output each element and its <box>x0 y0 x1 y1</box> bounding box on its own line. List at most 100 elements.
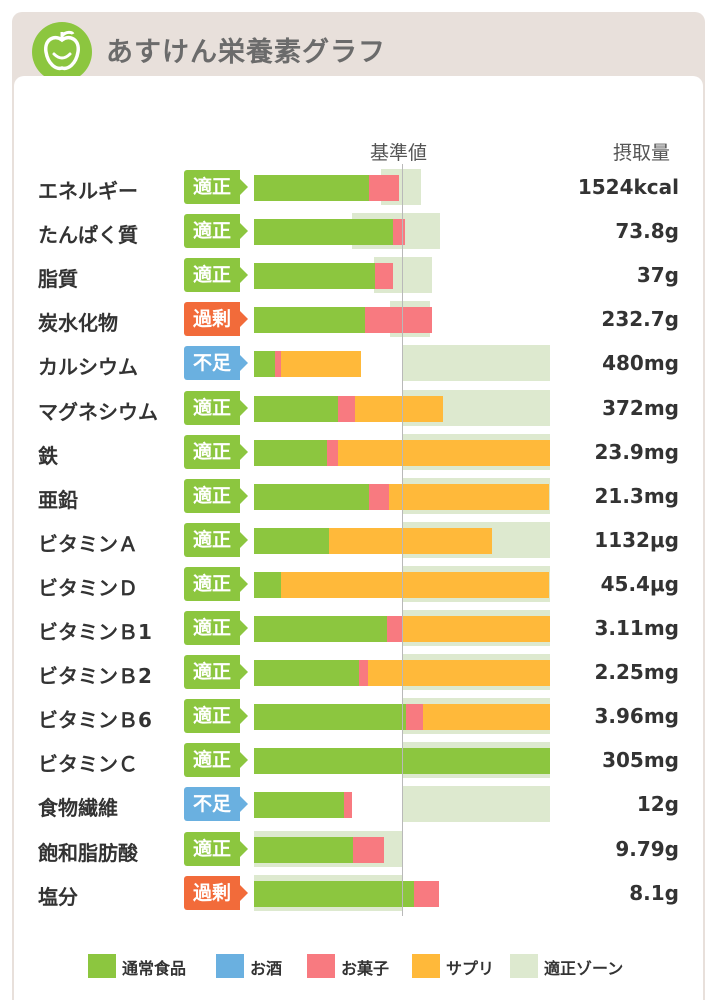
intake-value: 23.9mg <box>594 439 679 464</box>
status-badge: 不足 <box>184 787 248 822</box>
legend-label: お菓子 <box>341 959 390 978</box>
bar-snacks <box>326 439 339 466</box>
bar-supplement <box>367 660 550 687</box>
nutrient-row: 塩分 過剰 8.1g <box>0 874 717 914</box>
nutrient-label: ビタミンＡ <box>38 531 138 556</box>
bar-snacks <box>387 616 404 642</box>
app-title: あすけん栄養素グラフ <box>106 37 386 68</box>
status-badge: 過剰 <box>184 875 248 910</box>
status-badge: 適正 <box>184 831 248 866</box>
bar-food <box>254 660 360 687</box>
bar-supplement <box>388 483 549 510</box>
nutrient-label: ビタミンＢ2 <box>38 664 152 689</box>
legend-swatch <box>88 954 116 978</box>
legend-swatch <box>307 954 335 978</box>
nutrient-row: 鉄 適正 23.9mg <box>0 433 717 473</box>
nutrient-label: カルシウム <box>38 355 138 380</box>
status-badge: 適正 <box>184 478 248 513</box>
nutrient-label: 亜鉛 <box>38 487 78 512</box>
bar-snacks <box>365 307 432 334</box>
bar-food <box>254 351 275 378</box>
adequate-zone <box>402 345 550 382</box>
nutrient-label: マグネシウム <box>38 399 158 424</box>
status-badge: 適正 <box>184 258 248 293</box>
legend: 通常食品 お酒 お菓子 サプリ 適正ゾーン <box>0 952 717 982</box>
bar-food <box>254 395 339 422</box>
legend-label: 通常食品 <box>122 959 187 978</box>
nutrient-label: 鉄 <box>38 443 58 468</box>
nutrient-row: マグネシウム 適正 372mg <box>0 389 717 429</box>
bar-snacks <box>393 219 405 246</box>
bar-supplement <box>403 616 550 642</box>
nutrient-row: ビタミンＢ2 適正 2.25mg <box>0 653 717 693</box>
legend-label: 適正ゾーン <box>544 959 624 978</box>
bar-snacks <box>338 395 355 422</box>
bar-food <box>254 483 370 510</box>
nutrient-row: 炭水化物 過剰 232.7g <box>0 300 717 340</box>
bar-food <box>254 571 281 598</box>
nutrient-label: 脂質 <box>38 267 78 292</box>
status-badge: 適正 <box>184 170 248 204</box>
nutrient-row: ビタミンＢ1 適正 3.11mg <box>0 609 717 649</box>
nutrient-row: 脂質 適正 37g <box>0 256 717 296</box>
nutrient-row: たんぱく質 適正 73.8g <box>0 212 717 252</box>
nutrient-label: ビタミンＤ <box>38 575 138 600</box>
nutrient-row: ビタミンＡ 適正 1132μg <box>0 521 717 561</box>
legend-label: お酒 <box>250 959 283 978</box>
intake-value: 12g <box>636 792 679 817</box>
intake-value: 3.96mg <box>594 704 679 729</box>
status-badge: 適正 <box>184 434 248 469</box>
nutrient-row: 食物繊維 不足 12g <box>0 785 717 825</box>
bar-snacks <box>344 792 352 819</box>
status-badge: 不足 <box>184 346 248 381</box>
status-badge: 適正 <box>184 522 248 557</box>
bar-food <box>254 792 345 819</box>
bar-supplement <box>422 704 550 731</box>
intake-value: 37g <box>636 263 679 288</box>
bar-snacks <box>274 351 281 378</box>
status-badge: 適正 <box>184 743 248 778</box>
bar-snacks <box>375 263 394 290</box>
bar-supplement <box>354 395 444 422</box>
intake-value: 21.3mg <box>594 483 679 508</box>
bar-snacks <box>369 483 389 510</box>
nutrient-label: ビタミンＢ6 <box>38 708 152 733</box>
intake-value: 2.25mg <box>594 660 679 685</box>
status-badge: 適正 <box>184 214 248 249</box>
nutrient-row: ビタミンＢ6 適正 3.96mg <box>0 697 717 737</box>
legend-label: サプリ <box>446 959 495 978</box>
nutrient-label: ビタミンＣ <box>38 752 138 777</box>
intake-value: 305mg <box>602 748 679 773</box>
bar-snacks <box>413 880 439 907</box>
status-badge: 適正 <box>184 611 248 645</box>
nutrient-label: エネルギー <box>38 179 138 203</box>
bar-food <box>254 219 394 246</box>
bar-snacks <box>359 660 368 687</box>
nutrient-label: ビタミンＢ1 <box>38 620 152 644</box>
bar-food <box>254 175 370 201</box>
legend-swatch <box>412 954 440 978</box>
intake-value: 232.7g <box>601 307 679 332</box>
bar-food <box>254 307 365 334</box>
bar-food <box>254 704 407 731</box>
status-badge: 適正 <box>184 390 248 425</box>
intake-value: 73.8g <box>615 219 679 244</box>
bar-supplement <box>280 351 361 378</box>
nutrient-label: 食物繊維 <box>38 796 118 821</box>
intake-value: 1524kcal <box>577 175 679 199</box>
nutrient-row: ビタミンＣ 適正 305mg <box>0 741 717 781</box>
intake-value: 8.1g <box>629 880 679 905</box>
bar-food <box>254 439 327 466</box>
standard-header: 基準値 <box>370 142 428 164</box>
nutrient-row: 飽和脂肪酸 適正 9.79g <box>0 830 717 870</box>
legend-swatch <box>216 954 244 978</box>
nutrient-label: たんぱく質 <box>38 223 138 248</box>
bar-food <box>254 527 330 554</box>
bar-snacks <box>369 175 400 201</box>
intake-value: 9.79g <box>615 836 679 861</box>
nutrient-row: ビタミンＤ 適正 45.4μg <box>0 565 717 605</box>
adequate-zone <box>402 786 550 823</box>
bar-snacks <box>353 836 385 863</box>
intake-value: 45.4μg <box>600 571 679 596</box>
reference-line <box>402 164 403 916</box>
